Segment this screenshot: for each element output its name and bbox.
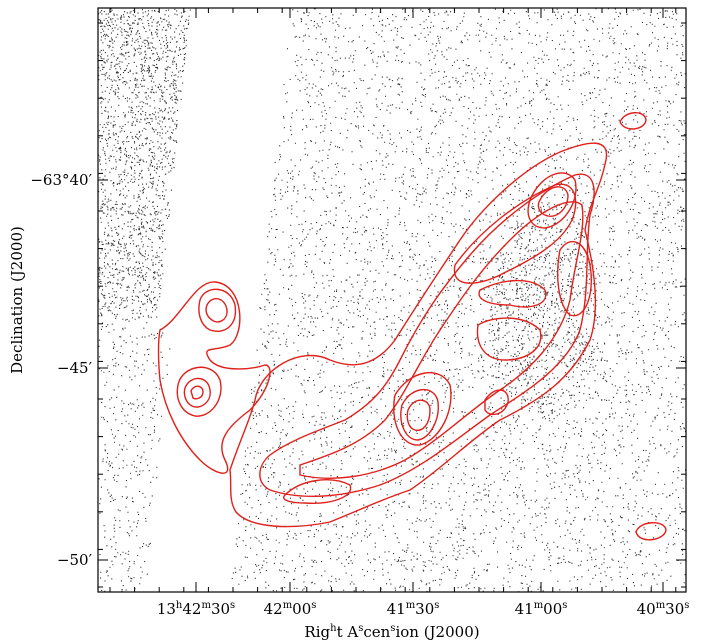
x-tick-label: 41m00s (515, 600, 568, 618)
x-tick-label: 42m00s (264, 600, 317, 618)
y-tick-label: −63°40′ (30, 171, 92, 189)
x-tick-label: 40m30s (637, 600, 690, 618)
tick-marks (98, 8, 686, 592)
y-axis-label: Declination (J2000) (8, 226, 26, 374)
x-tick-label: 41m30s (387, 600, 440, 618)
y-tick-label: −45′ (57, 359, 93, 377)
sky-image (98, 8, 686, 592)
x-tick-label: 13h42m30s (157, 600, 235, 618)
plot-frame (97, 7, 687, 593)
noise-dots (98, 8, 686, 592)
y-tick-label: −50′ (57, 551, 93, 569)
contours (157, 112, 667, 541)
x-axis-label: Right Ascension (J2000) (304, 623, 479, 641)
